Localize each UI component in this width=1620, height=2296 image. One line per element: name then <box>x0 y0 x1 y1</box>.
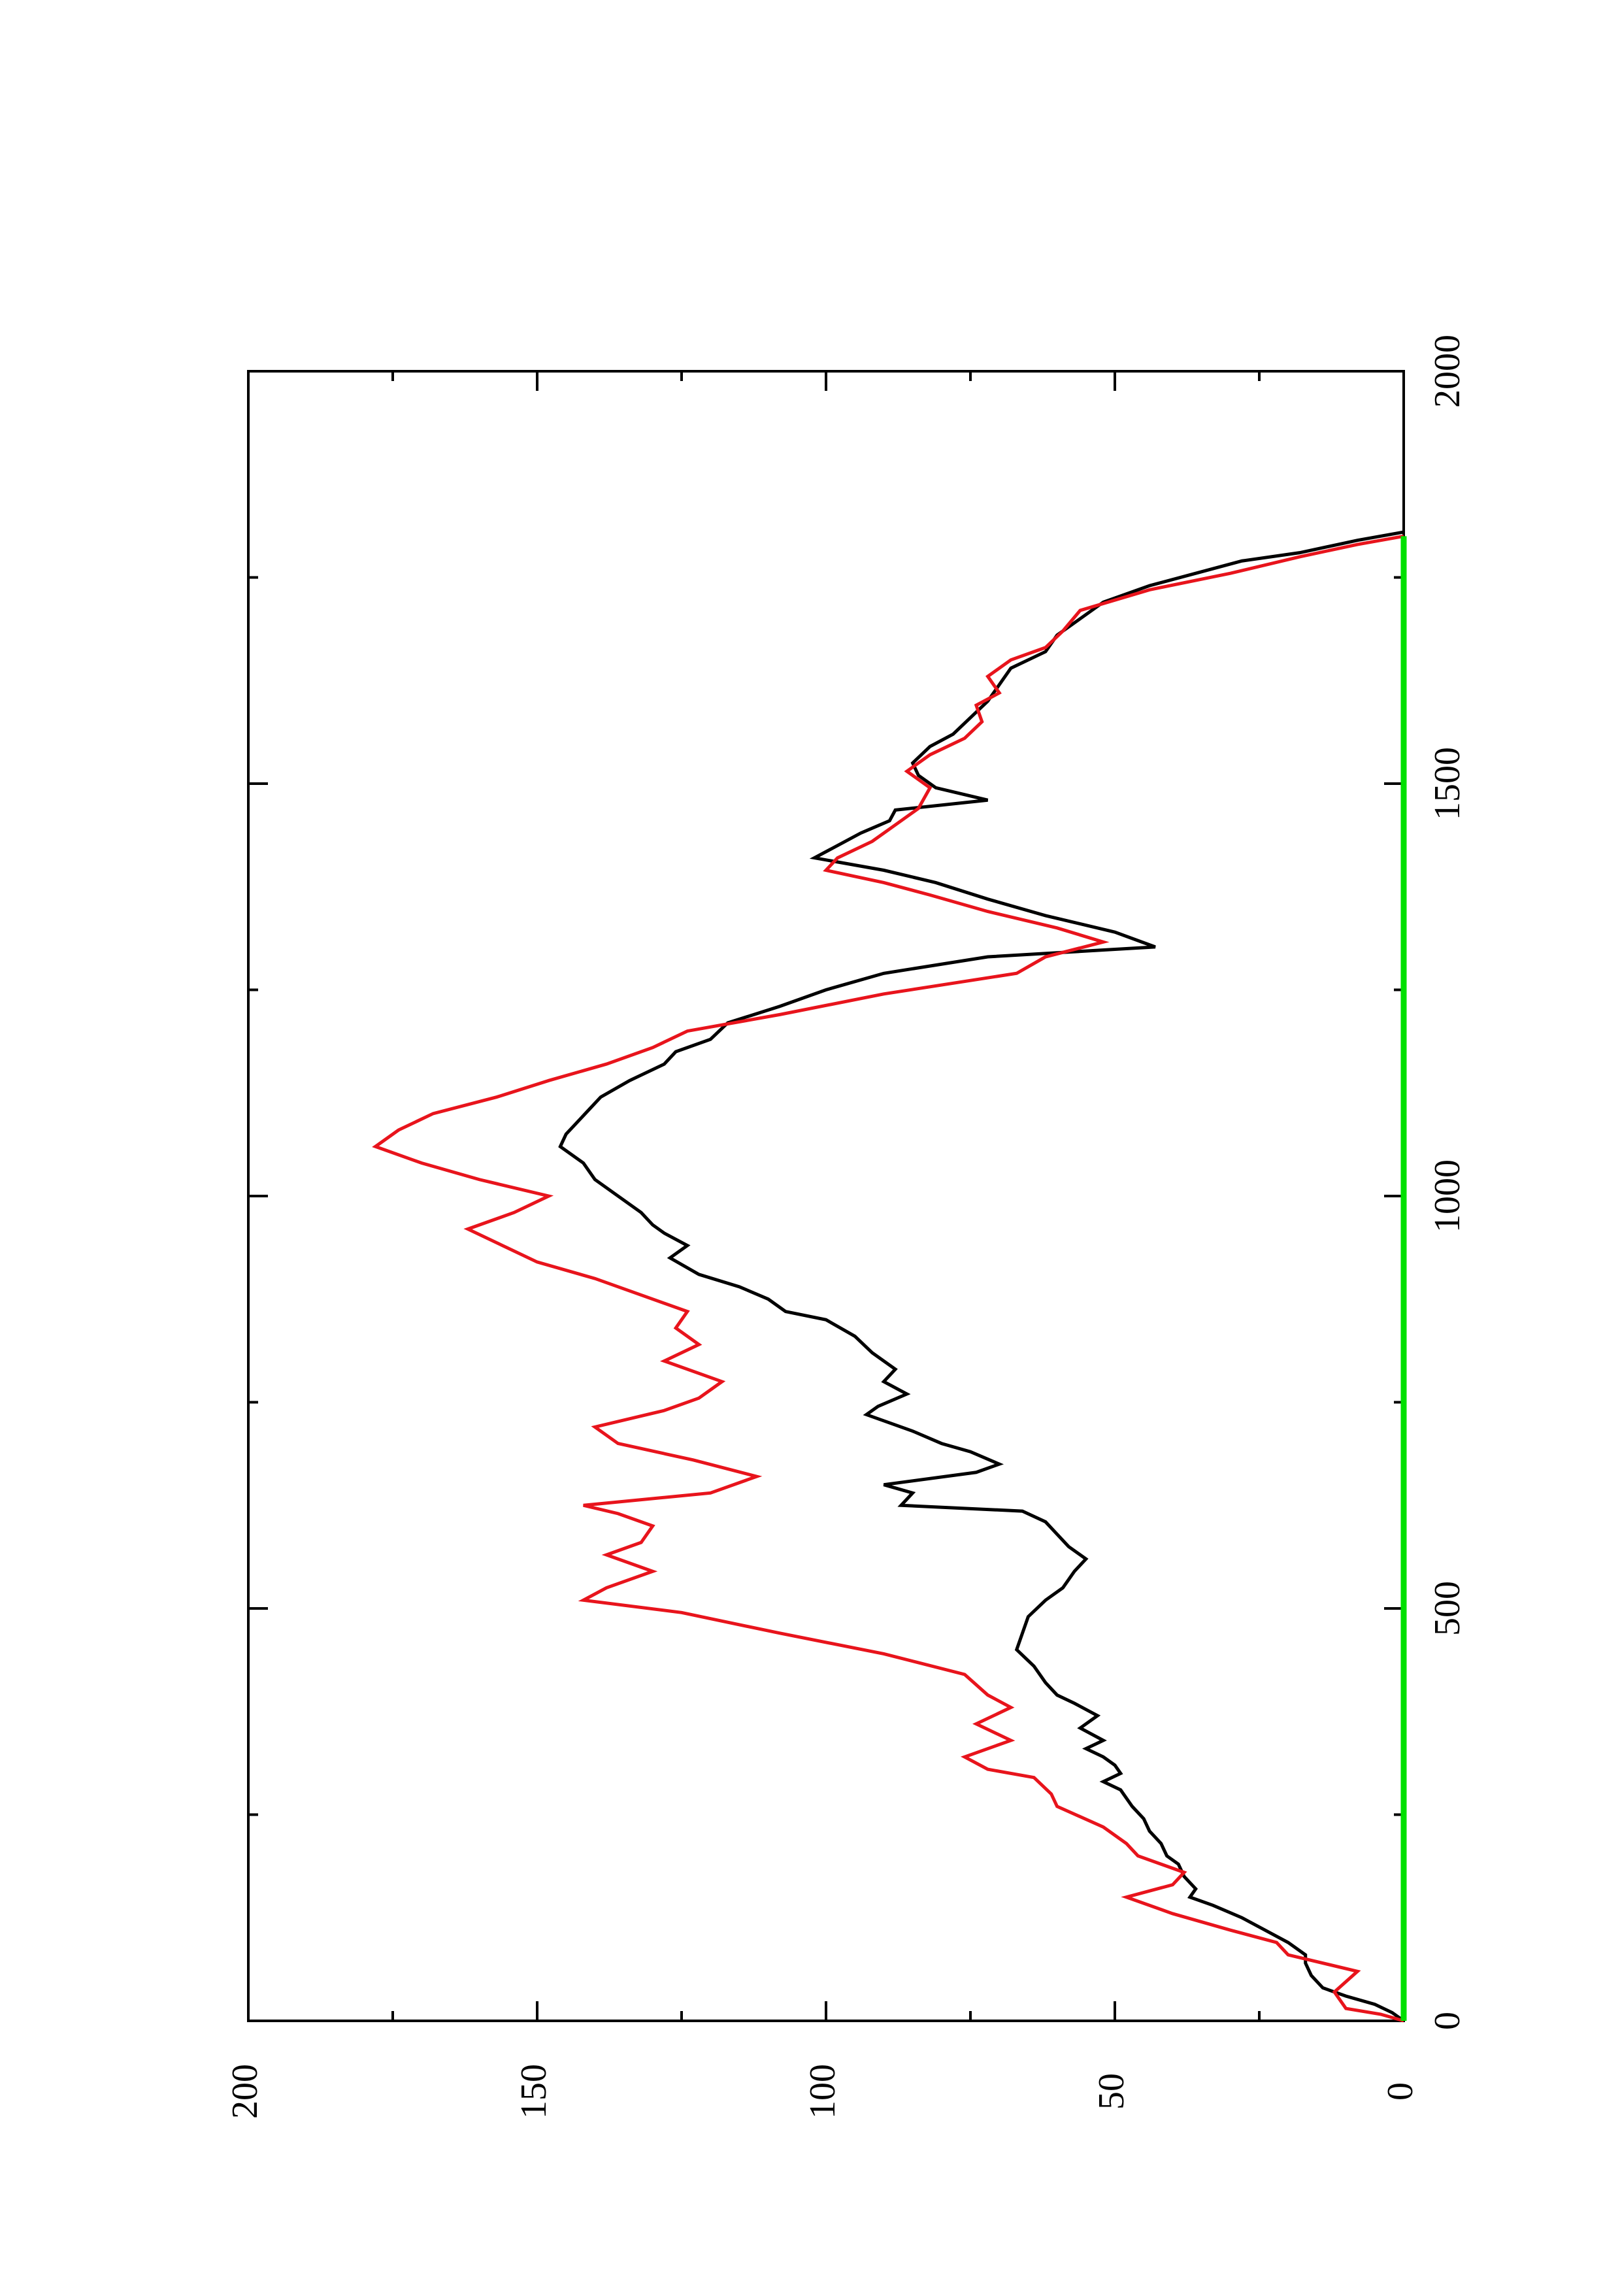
series-1-line <box>558 530 1405 2023</box>
x-tick-label: 1000 <box>1427 1159 1468 1233</box>
x-tick-label: 1500 <box>1427 747 1468 820</box>
y-tick-label: 100 <box>802 2064 843 2119</box>
series-2-line <box>372 534 1404 2023</box>
x-tick-label: 0 <box>1427 2012 1468 2030</box>
plot-area: 0 500 1000 1500 2000 0 50 100 150 200 <box>225 335 1468 2119</box>
y-tick-label: 150 <box>514 2064 554 2119</box>
y-tick-label: 200 <box>225 2064 265 2119</box>
x-tick-label: 2000 <box>1427 335 1468 408</box>
y-tick-label: 0 <box>1380 2082 1421 2101</box>
y-tick-label: 50 <box>1091 2073 1132 2110</box>
x-tick-label: 500 <box>1427 1581 1468 1636</box>
plot-frame <box>247 370 1405 2022</box>
